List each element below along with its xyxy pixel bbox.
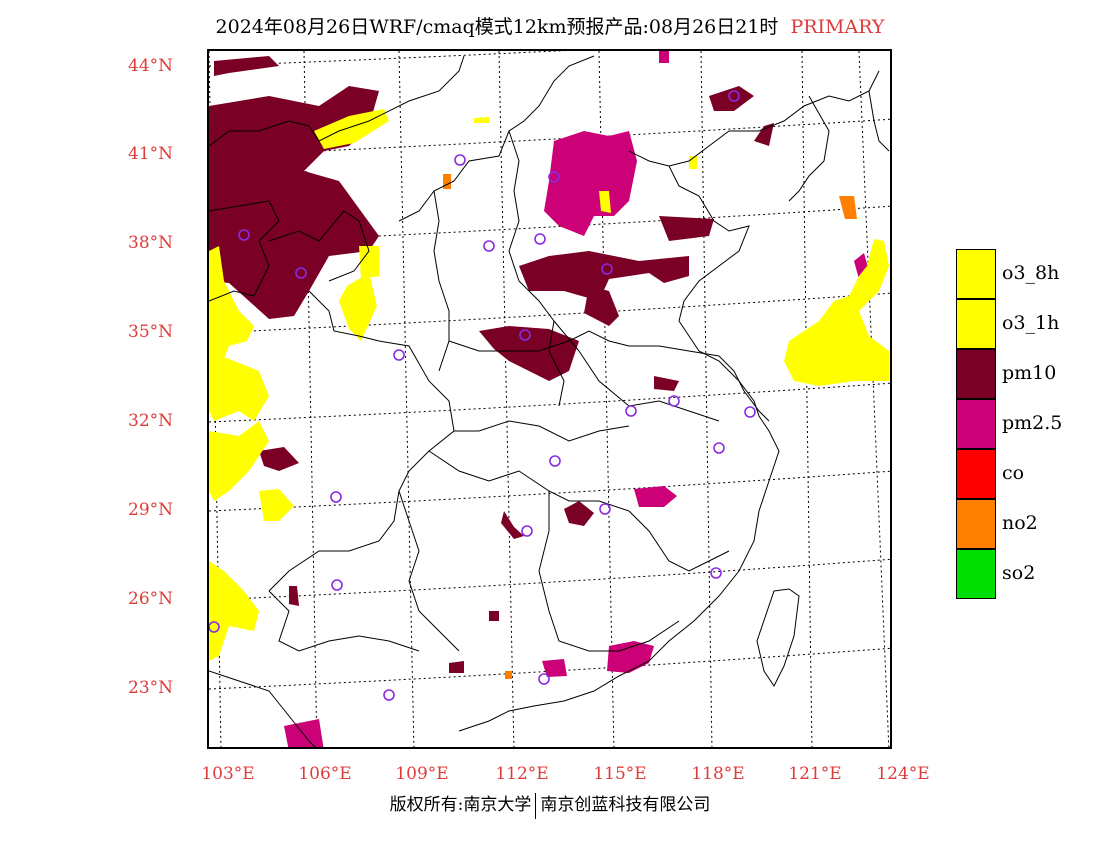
legend-label-pm2-5: pm2.5 xyxy=(1002,412,1063,434)
legend-item-so2: so2 xyxy=(956,549,1076,599)
map-frame[interactable] xyxy=(207,49,892,749)
legend-item-o3-8h: o3_8h xyxy=(956,249,1076,299)
lon-label-103: 103°E xyxy=(201,764,255,784)
legend-item-pm10: pm10 xyxy=(956,349,1076,399)
lat-label-29: 29°N xyxy=(128,500,174,520)
forecast-map[interactable] xyxy=(209,51,892,749)
legend-swatch-pm2-5 xyxy=(956,399,996,449)
legend-swatch-o3-8h xyxy=(956,249,996,299)
legend-item-pm2-5: pm2.5 xyxy=(956,399,1076,449)
o3-areas xyxy=(209,109,889,661)
no2-areas xyxy=(443,174,857,679)
province-boundaries xyxy=(209,55,890,747)
lon-label-109: 109°E xyxy=(395,764,449,784)
legend-label-o3-1h: o3_1h xyxy=(1002,312,1060,334)
lat-label-35: 35°N xyxy=(128,322,174,342)
legend-swatch-co xyxy=(956,449,996,499)
legend-label-no2: no2 xyxy=(1002,512,1038,534)
legend-item-no2: no2 xyxy=(956,499,1076,549)
lon-label-115: 115°E xyxy=(593,764,647,784)
legend-swatch-o3-1h xyxy=(956,299,996,349)
lat-label-32: 32°N xyxy=(128,411,174,431)
legend-item-co: co xyxy=(956,449,1076,499)
lat-label-23: 23°N xyxy=(128,678,174,698)
station-markers xyxy=(209,90,756,701)
legend-label-co: co xyxy=(1002,462,1025,484)
legend-label-so2: so2 xyxy=(1002,562,1036,584)
taiwan-outline xyxy=(756,588,800,687)
copyright-separator xyxy=(535,792,537,819)
lat-label-26: 26°N xyxy=(128,589,174,609)
lat-label-38: 38°N xyxy=(128,233,174,253)
lat-label-44: 44°N xyxy=(128,56,174,76)
legend-label-o3-8h: o3_8h xyxy=(1002,262,1060,284)
lat-label-41: 41°N xyxy=(128,144,174,164)
pollutant-legend: o3_8h o3_1h pm10 pm2.5 co no2 so2 xyxy=(956,249,1076,599)
lon-label-121: 121°E xyxy=(788,764,842,784)
pm25-areas xyxy=(209,51,869,747)
map-title: 2024年08月26日WRF/cmaq模式12km预报产品:08月26日21时 P… xyxy=(0,12,1100,39)
copyright-footer: 版权所有:南京大学 南京创蓝科技有限公司 xyxy=(0,790,1100,819)
lon-label-118: 118°E xyxy=(691,764,745,784)
lon-label-106: 106°E xyxy=(298,764,352,784)
copyright-right: 南京创蓝科技有限公司 xyxy=(540,795,711,815)
copyright-left: 版权所有:南京大学 xyxy=(389,795,532,815)
legend-swatch-pm10 xyxy=(956,349,996,399)
legend-label-pm10: pm10 xyxy=(1002,362,1057,384)
title-primary-tag: PRIMARY xyxy=(790,16,885,38)
lon-label-124: 124°E xyxy=(876,764,930,784)
legend-item-o3-1h: o3_1h xyxy=(956,299,1076,349)
legend-swatch-so2 xyxy=(956,549,996,599)
title-text: 2024年08月26日WRF/cmaq模式12km预报产品:08月26日21时 xyxy=(215,16,779,38)
pm10-areas xyxy=(209,56,774,673)
lon-label-112: 112°E xyxy=(495,764,549,784)
legend-swatch-no2 xyxy=(956,499,996,549)
